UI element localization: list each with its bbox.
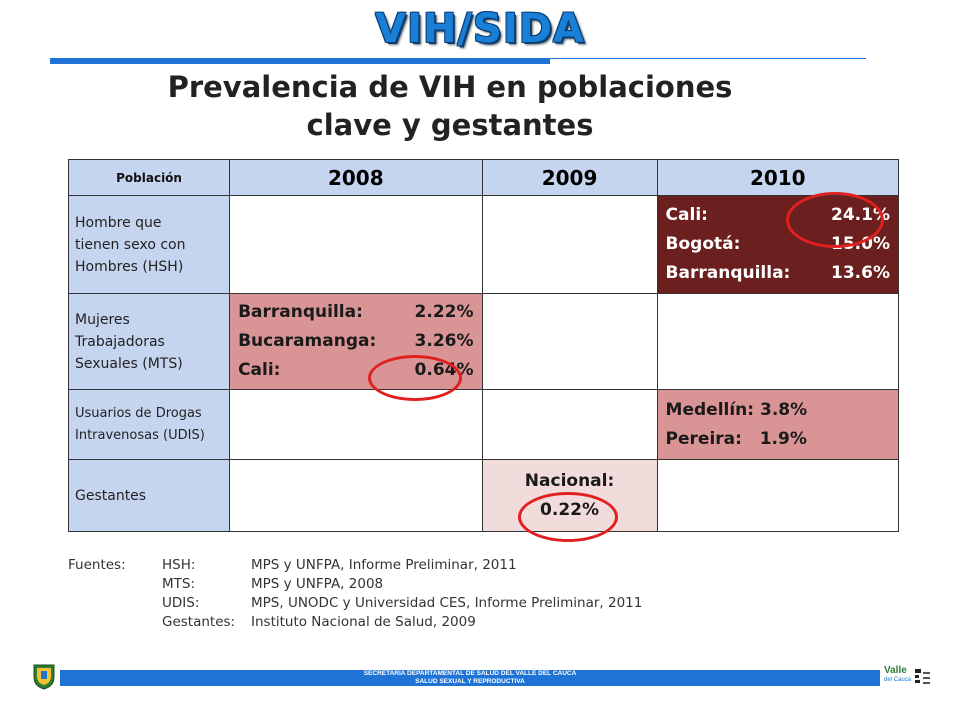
table-row-hsh: Hombre que tienen sexo con Hombres (HSH)…	[67, 195, 900, 294]
source-key: MTS:	[162, 576, 196, 592]
label-line: tienen sexo con	[75, 236, 186, 253]
label-line: Usuarios de Drogas	[75, 405, 202, 421]
entry-name: Barranquilla:	[238, 302, 363, 322]
source-key: UDIS:	[162, 595, 200, 611]
label-line: Hombres (HSH)	[75, 258, 184, 275]
cell-udis-2008	[229, 389, 483, 460]
header-poblacion: Población	[67, 159, 231, 196]
entry-value: 3.8%	[760, 399, 808, 420]
title-line-1: Prevalencia de VIH en poblaciones	[167, 70, 733, 104]
header-rule-thin	[550, 58, 866, 59]
valle-coat-of-arms-icon	[33, 664, 55, 690]
entry-medellin: Medellín: 3.8%	[666, 396, 890, 425]
entry-name: Bucaramanga:	[238, 331, 377, 351]
entry-bucaramanga: Bucaramanga: 3.26%	[238, 327, 473, 356]
highlight-circle-cali-2010	[786, 192, 884, 248]
entry-name: Medellín:	[665, 399, 755, 420]
row-label-udis: Usuarios de Drogas Intravenosas (UDIS)	[67, 389, 231, 460]
entry-name: Cali:	[665, 205, 708, 225]
prevalence-table: Población 2008 2009 2010 Hombre que tien…	[67, 159, 900, 532]
row-label-mts: Mujeres Trabajadoras Sexuales (MTS)	[67, 293, 231, 390]
source-key: HSH:	[162, 557, 196, 573]
label-line: Gestantes	[75, 487, 147, 504]
entry-value: 13.6%	[831, 263, 890, 283]
cell-mts-2009	[481, 293, 658, 390]
source-key: Gestantes:	[162, 614, 236, 630]
cell-hsh-2009	[481, 195, 658, 294]
table-header-row: Población 2008 2009 2010	[67, 159, 900, 196]
logo-text: Valle	[884, 665, 907, 676]
header-rule-thick	[50, 58, 550, 64]
department-emblem-icon	[915, 669, 930, 684]
table-row-udis: Usuarios de Drogas Intravenosas (UDIS) M…	[67, 389, 900, 460]
source-text: MPS, UNODC y Universidad CES, Informe Pr…	[251, 595, 643, 611]
entry-name: Nacional:	[524, 470, 615, 491]
sources-label: Fuentes:	[68, 557, 126, 573]
footer-line-2: SALUD SEXUAL Y REPRODUCTIVA	[415, 678, 525, 685]
entry-value: 2.22%	[414, 302, 474, 322]
label-line: Hombre que	[75, 214, 162, 231]
slide-title: Prevalencia de VIH en poblaciones clave …	[0, 68, 900, 144]
row-label-hsh: Hombre que tienen sexo con Hombres (HSH)	[67, 195, 231, 294]
row-label-gestantes: Gestantes	[67, 459, 231, 532]
table-row-mts: Mujeres Trabajadoras Sexuales (MTS) Barr…	[67, 293, 900, 390]
label-line: Trabajadoras	[75, 333, 165, 350]
entry-barranquilla: Barranquilla: 13.6%	[666, 259, 890, 288]
banner-title: VIH/SIDA	[375, 6, 585, 52]
cell-udis-2010: Medellín: 3.8% Pereira: 1.9%	[656, 389, 900, 460]
entry-name: Bogotá:	[665, 234, 741, 254]
entry-value: 1.9%	[759, 428, 807, 449]
title-line-2: clave y gestantes	[306, 108, 594, 142]
cell-gestantes-2010	[656, 459, 900, 532]
cell-hsh-2008	[229, 195, 483, 294]
cell-mts-2010	[656, 293, 900, 390]
entry-name: Cali:	[238, 360, 281, 380]
entry-barranquilla: Barranquilla: 2.22%	[238, 298, 473, 327]
highlight-circle-cali-2008	[368, 355, 462, 401]
header-2008: 2008	[229, 159, 483, 196]
label-line: Sexuales (MTS)	[75, 355, 183, 372]
logo-subtext: del Cauca	[884, 677, 912, 683]
entry-name: Barranquilla:	[665, 263, 791, 283]
entry-name: Pereira:	[665, 428, 742, 449]
footer-line-1: SECRETARIA DEPARTAMENTAL DE SALUD DEL VA…	[363, 670, 577, 677]
header-2010: 2010	[656, 159, 900, 196]
entry-pereira: Pereira: 1.9%	[666, 425, 890, 454]
entry-value: 3.26%	[414, 331, 474, 351]
table-row-gestantes: Gestantes Nacional: 0.22%	[67, 459, 900, 532]
cell-gestantes-2008	[229, 459, 483, 532]
valle-del-cauca-logo: Valle del Cauca	[884, 666, 934, 690]
cell-udis-2009	[481, 389, 658, 460]
source-text: MPS y UNFPA, Informe Preliminar, 2011	[251, 557, 517, 573]
highlight-circle-nacional-2009	[518, 492, 618, 542]
source-text: MPS y UNFPA, 2008	[251, 576, 384, 592]
label-line: Mujeres	[75, 311, 130, 328]
header-2009: 2009	[481, 159, 658, 196]
source-text: Instituto Nacional de Salud, 2009	[251, 614, 476, 630]
footer-bar: SECRETARIA DEPARTAMENTAL DE SALUD DEL VA…	[60, 670, 880, 686]
label-line: Intravenosas (UDIS)	[75, 427, 205, 443]
